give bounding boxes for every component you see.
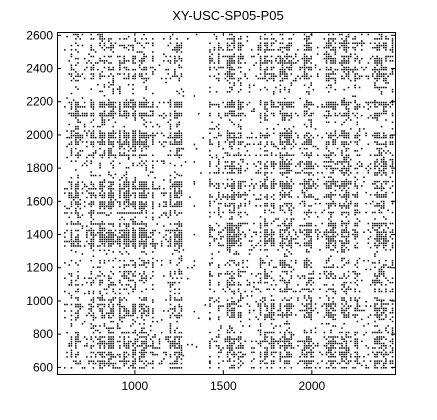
chart-title: XY-USC-SP05-P05 [172, 8, 284, 23]
recurrence-points [64, 33, 394, 369]
y-axis: 600 800 1000 1200 1400 1600 1800 2000 2200 2400 26… [26, 28, 395, 374]
y-tick-label: 1000 [26, 294, 53, 308]
x-tick-label: 1500 [210, 379, 237, 393]
y-tick-label: 2600 [26, 28, 53, 42]
y-tick-label: 1200 [26, 261, 53, 275]
x-axis: 1000 1500 2000 [122, 32, 325, 393]
axes-frame [57, 32, 396, 375]
data-points-layer [64, 33, 394, 369]
y-tick-label: 2400 [26, 62, 53, 76]
y-tick-label: 800 [33, 327, 53, 341]
x-tick-label: 1000 [122, 379, 149, 393]
y-tick-label: 600 [33, 360, 53, 374]
plot-area: 1000 1500 2000 600 800 1000 1200 1400 1600 1800 2… [26, 28, 396, 393]
y-tick-label: 1800 [26, 161, 53, 175]
y-tick-label: 1400 [26, 228, 53, 242]
y-tick-label: 2200 [26, 95, 53, 109]
x-tick-label: 2000 [298, 379, 325, 393]
y-tick-label: 2000 [26, 128, 53, 142]
y-tick-label: 1600 [26, 194, 53, 208]
